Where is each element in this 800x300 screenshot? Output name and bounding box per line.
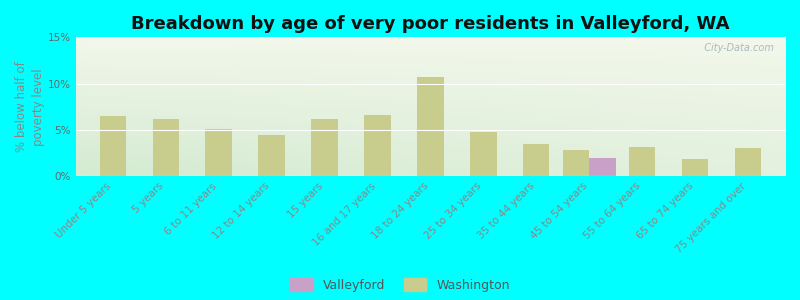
- Title: Breakdown by age of very poor residents in Valleyford, WA: Breakdown by age of very poor residents …: [131, 15, 730, 33]
- Bar: [682, 159, 708, 176]
- Bar: [589, 158, 616, 176]
- Bar: [311, 119, 338, 176]
- Bar: [417, 77, 444, 176]
- Bar: [470, 132, 497, 176]
- Text: City-Data.com: City-Data.com: [698, 43, 774, 53]
- Bar: [206, 129, 232, 176]
- Legend: Valleyford, Washington: Valleyford, Washington: [285, 273, 515, 297]
- Bar: [364, 115, 390, 176]
- Bar: [99, 116, 126, 176]
- Bar: [523, 144, 550, 176]
- Bar: [562, 150, 589, 176]
- Bar: [153, 119, 179, 176]
- Bar: [629, 148, 655, 176]
- Bar: [734, 148, 761, 176]
- Bar: [258, 135, 285, 176]
- Y-axis label: % below half of
poverty level: % below half of poverty level: [15, 61, 45, 152]
